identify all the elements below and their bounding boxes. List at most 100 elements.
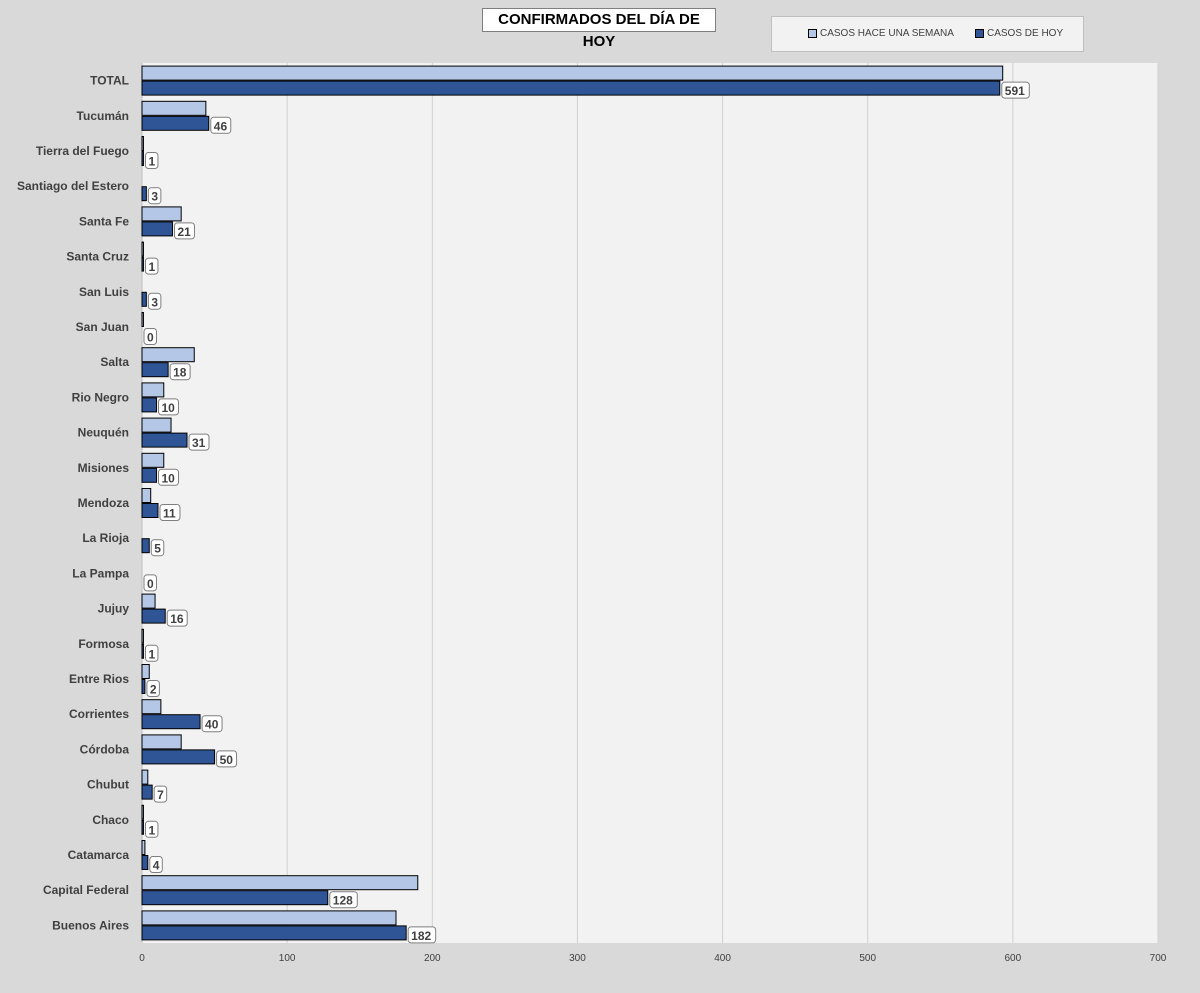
data-label: 46 (214, 119, 228, 133)
bar-today (141, 503, 159, 518)
plot-area (142, 63, 1158, 943)
data-label-box (216, 750, 238, 768)
bar-week-ago (141, 347, 195, 363)
bar-week-ago (141, 840, 146, 855)
category-label: Entre Rios (69, 672, 129, 686)
bar-today (141, 186, 147, 202)
data-label-box (144, 257, 159, 275)
data-label-box (166, 609, 188, 627)
category-label: Santa Cruz (66, 250, 129, 264)
category-label: Capital Federal (43, 883, 129, 897)
bar-week-ago (141, 875, 419, 891)
bar-week-ago (141, 100, 207, 116)
data-label: 1 (148, 647, 155, 661)
category-label: Jujuy (98, 602, 130, 616)
data-label-box (158, 398, 180, 416)
bar-week-ago (141, 628, 144, 644)
category-label: La Rioja (82, 531, 129, 545)
data-label: 50 (220, 753, 234, 767)
legend-item-today: CASOS DE HOY (975, 28, 1063, 39)
bar-today (141, 608, 166, 624)
data-label-box (210, 116, 232, 134)
category-label: Misiones (78, 461, 130, 475)
data-label-box (159, 504, 181, 521)
category-label: Chubut (87, 778, 129, 792)
bar-today (141, 256, 144, 272)
bar-today (141, 221, 173, 237)
bar-week-ago (141, 136, 144, 151)
data-label-box (169, 363, 191, 381)
data-label: 7 (157, 788, 164, 802)
category-label: Tucumán (77, 109, 129, 123)
x-tick-label: 100 (279, 953, 296, 964)
bar-today (141, 784, 153, 800)
data-label: 10 (162, 471, 176, 485)
data-label: 1 (148, 155, 155, 169)
data-label-box (143, 574, 157, 592)
bar-today (141, 643, 144, 659)
category-label: La Pampa (72, 566, 129, 580)
data-label: 21 (177, 225, 191, 239)
bar-week-ago (141, 488, 152, 503)
data-label-box (144, 644, 159, 662)
bar-today (141, 538, 150, 554)
category-label: Neuquén (78, 426, 129, 440)
x-tick-label: 200 (424, 953, 441, 964)
bar-week-ago (141, 910, 397, 926)
x-tick-label: 700 (1150, 953, 1167, 964)
bar-today (141, 467, 158, 483)
bar-week-ago (141, 206, 182, 222)
category-label: San Luis (79, 285, 129, 299)
data-label-box (188, 433, 210, 451)
data-label-box (158, 468, 180, 486)
category-label: Corrientes (69, 707, 129, 721)
bar-week-ago (141, 804, 144, 820)
data-label: 10 (162, 401, 176, 415)
legend-swatch-week-ago (808, 29, 817, 38)
category-label: Formosa (78, 637, 129, 651)
data-label: 40 (205, 718, 219, 732)
data-label: 1 (148, 823, 155, 837)
data-label: 1 (148, 260, 155, 274)
category-label: Córdoba (80, 742, 130, 756)
x-tick-label: 400 (714, 953, 731, 964)
bar-week-ago (141, 312, 144, 327)
data-label-box (329, 891, 358, 909)
bar-today (141, 890, 329, 906)
chart-title: CONFIRMADOS DEL DÍA DE HOY (482, 8, 716, 50)
data-label: 18 (173, 366, 187, 380)
data-label-box (1001, 81, 1030, 99)
data-label: 182 (411, 929, 431, 943)
category-label: Buenos Aires (52, 918, 129, 932)
data-label-box (153, 785, 168, 803)
bar-today (141, 291, 147, 307)
bar-today (141, 714, 201, 730)
data-label: 0 (147, 331, 154, 345)
data-label-box (147, 292, 162, 310)
data-label: 5 (154, 542, 161, 556)
data-label: 4 (153, 859, 160, 873)
bar-week-ago (141, 664, 150, 679)
bar-week-ago (141, 65, 1004, 81)
data-label: 0 (147, 577, 154, 591)
bar-today (141, 819, 144, 835)
category-label: Santiago del Estero (17, 179, 129, 193)
data-label-box (407, 926, 437, 944)
bar-week-ago (141, 452, 165, 468)
data-label-box (143, 328, 157, 345)
legend-label-today: CASOS DE HOY (987, 28, 1064, 39)
category-label: Salta (100, 355, 129, 369)
bar-week-ago (141, 417, 172, 433)
bar-today (141, 432, 188, 448)
bar-week-ago (141, 382, 165, 398)
category-label: Catamarca (68, 848, 130, 862)
bar-week-ago (141, 241, 144, 257)
legend-swatch-today (975, 29, 984, 38)
category-label: TOTAL (90, 74, 129, 88)
data-label: 16 (170, 612, 184, 626)
category-label: Tierra del Fuego (36, 144, 129, 158)
data-label: 31 (192, 436, 206, 450)
bar-week-ago (141, 734, 182, 750)
bar-week-ago (141, 593, 156, 609)
